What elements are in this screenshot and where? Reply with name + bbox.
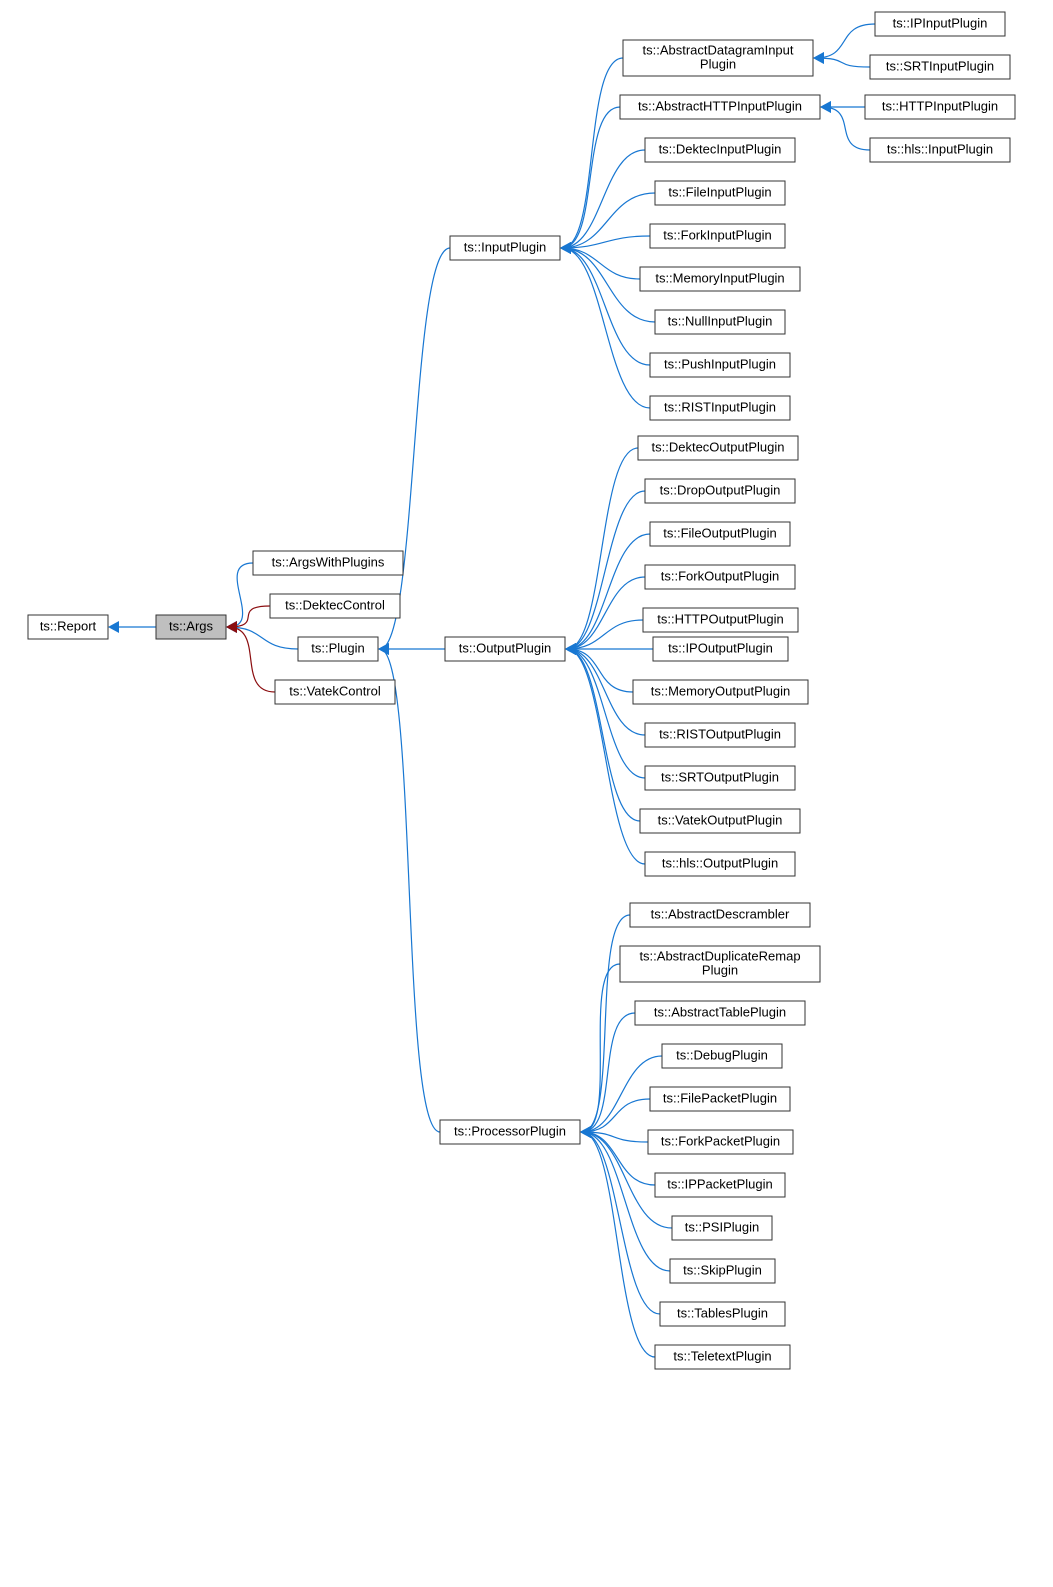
edge <box>228 627 298 649</box>
class-node-hlsInputPlugin[interactable]: ts::hls::InputPlugin <box>870 138 1010 162</box>
class-node-AbstractTablePlugin[interactable]: ts::AbstractTablePlugin <box>635 1001 805 1025</box>
edge <box>562 58 623 248</box>
class-node-AbstractDuplicateRemapPlugin[interactable]: ts::AbstractDuplicateRemapPlugin <box>620 946 820 982</box>
class-node-VatekControl[interactable]: ts::VatekControl <box>275 680 395 704</box>
class-node-DebugPlugin[interactable]: ts::DebugPlugin <box>662 1044 782 1068</box>
class-node-MemoryInputPlugin[interactable]: ts::MemoryInputPlugin <box>640 267 800 291</box>
edge <box>567 577 645 649</box>
edge <box>567 649 640 821</box>
edge <box>567 620 643 649</box>
edge <box>567 491 645 649</box>
class-node-SRTInputPlugin[interactable]: ts::SRTInputPlugin <box>870 55 1010 79</box>
class-node-DropOutputPlugin[interactable]: ts::DropOutputPlugin <box>645 479 795 503</box>
class-node-FileOutputPlugin[interactable]: ts::FileOutputPlugin <box>650 522 790 546</box>
edge <box>228 563 253 627</box>
class-node-ArgsWithPlugins[interactable]: ts::ArgsWithPlugins <box>253 551 403 575</box>
class-node-AbstractDatagramInputPlugin[interactable]: ts::AbstractDatagramInputPlugin <box>623 40 813 76</box>
class-node-AbstractDescrambler[interactable]: ts::AbstractDescrambler <box>630 903 810 927</box>
class-node-FileInputPlugin[interactable]: ts::FileInputPlugin <box>655 181 785 205</box>
class-node-OutputPlugin[interactable]: ts::OutputPlugin <box>445 637 565 661</box>
edge <box>562 248 650 365</box>
edge <box>228 627 275 692</box>
class-node-TeletextPlugin[interactable]: ts::TeletextPlugin <box>655 1345 790 1369</box>
class-node-RISTInputPlugin[interactable]: ts::RISTInputPlugin <box>650 396 790 420</box>
class-node-IPOutputPlugin[interactable]: ts::IPOutputPlugin <box>653 637 788 661</box>
inheritance-graph: ts::Reportts::Argsts::ArgsWithPluginsts:… <box>0 0 1053 1587</box>
edge <box>380 649 440 1132</box>
class-node-AbstractHTTPInputPlugin[interactable]: ts::AbstractHTTPInputPlugin <box>620 95 820 119</box>
class-node-HTTPInputPlugin[interactable]: ts::HTTPInputPlugin <box>865 95 1015 119</box>
class-node-RISTOutputPlugin[interactable]: ts::RISTOutputPlugin <box>645 723 795 747</box>
edge <box>822 107 870 150</box>
nodes-layer: ts::Reportts::Argsts::ArgsWithPluginsts:… <box>28 12 1015 1369</box>
class-node-NullInputPlugin[interactable]: ts::NullInputPlugin <box>655 310 785 334</box>
class-node-ForkOutputPlugin[interactable]: ts::ForkOutputPlugin <box>645 565 795 589</box>
edge <box>562 248 650 408</box>
class-node-PSIPlugin[interactable]: ts::PSIPlugin <box>672 1216 772 1240</box>
class-node-DektecInputPlugin[interactable]: ts::DektecInputPlugin <box>645 138 795 162</box>
class-node-IPInputPlugin[interactable]: ts::IPInputPlugin <box>875 12 1005 36</box>
edge <box>380 248 450 649</box>
class-node-DektecControl[interactable]: ts::DektecControl <box>270 594 400 618</box>
class-node-PushInputPlugin[interactable]: ts::PushInputPlugin <box>650 353 790 377</box>
class-node-hlsOutputPlugin[interactable]: ts::hls::OutputPlugin <box>645 852 795 876</box>
class-node-FilePacketPlugin[interactable]: ts::FilePacketPlugin <box>650 1087 790 1111</box>
edge <box>582 1132 660 1314</box>
class-node-MemoryOutputPlugin[interactable]: ts::MemoryOutputPlugin <box>633 680 808 704</box>
class-node-VatekOutputPlugin[interactable]: ts::VatekOutputPlugin <box>640 809 800 833</box>
edge <box>562 107 620 248</box>
class-node-DektecOutputPlugin[interactable]: ts::DektecOutputPlugin <box>638 436 798 460</box>
class-node-SkipPlugin[interactable]: ts::SkipPlugin <box>670 1259 775 1283</box>
class-node-ProcessorPlugin[interactable]: ts::ProcessorPlugin <box>440 1120 580 1144</box>
class-node-Report[interactable]: ts::Report <box>28 615 108 639</box>
class-node-Args[interactable]: ts::Args <box>156 615 226 639</box>
edge <box>582 1013 635 1132</box>
class-node-TablesPlugin[interactable]: ts::TablesPlugin <box>660 1302 785 1326</box>
class-node-ForkInputPlugin[interactable]: ts::ForkInputPlugin <box>650 224 785 248</box>
class-node-IPPacketPlugin[interactable]: ts::IPPacketPlugin <box>655 1173 785 1197</box>
class-node-HTTPOutputPlugin[interactable]: ts::HTTPOutputPlugin <box>643 608 798 632</box>
class-node-InputPlugin[interactable]: ts::InputPlugin <box>450 236 560 260</box>
edge <box>562 150 645 248</box>
class-node-SRTOutputPlugin[interactable]: ts::SRTOutputPlugin <box>645 766 795 790</box>
class-node-Plugin[interactable]: ts::Plugin <box>298 637 378 661</box>
class-node-ForkPacketPlugin[interactable]: ts::ForkPacketPlugin <box>648 1130 793 1154</box>
edge <box>582 1132 655 1357</box>
